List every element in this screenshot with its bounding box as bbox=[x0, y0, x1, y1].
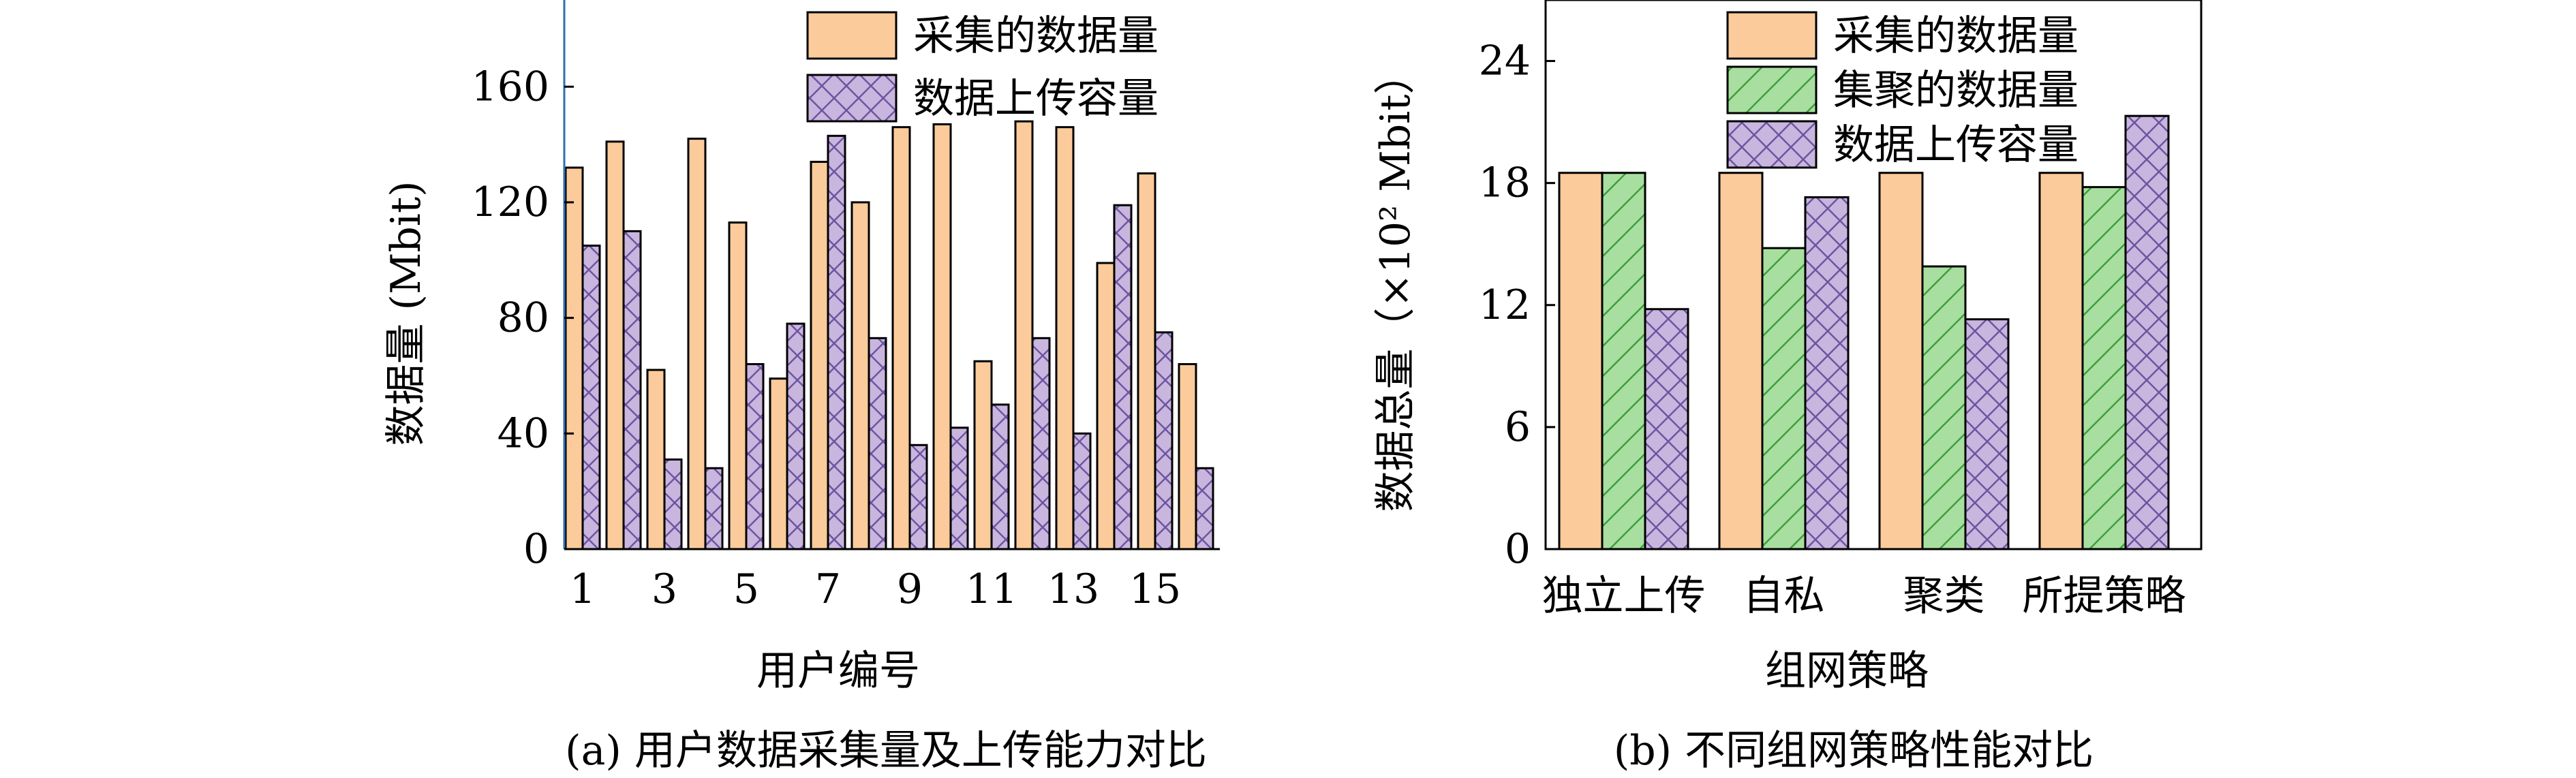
chart-b-ytick-label-12: 12 bbox=[1479, 281, 1531, 329]
chart-b-ytick-label-0: 0 bbox=[1505, 525, 1531, 573]
legend-b-label-aggregated: 集聚的数据量 bbox=[1833, 67, 2079, 114]
bar-a-collected-user-11 bbox=[973, 360, 993, 550]
chart-b-y-ticks: 0 6 12 18 24 bbox=[1479, 37, 1555, 573]
bar-a-uploaded-user-16 bbox=[1195, 467, 1214, 550]
bar-a-uploaded-user-14 bbox=[1113, 204, 1133, 550]
bar-b-collected-1 bbox=[1718, 172, 1764, 550]
bar-a-collected-user-14 bbox=[1096, 262, 1116, 550]
bar-a-uploaded-user-15 bbox=[1154, 331, 1174, 550]
bar-a-collected-user-7 bbox=[810, 161, 829, 550]
chart-a-ylabel: 数据量 (Mbit) bbox=[382, 181, 430, 446]
bar-a-uploaded-user-5 bbox=[745, 363, 765, 550]
chart-a-xtick-label-1: 1 bbox=[570, 565, 596, 613]
bar-b-aggregated-3 bbox=[2081, 186, 2127, 550]
bar-a-uploaded-user-6 bbox=[786, 322, 806, 550]
chart-b-x-ticks: 独立上传 自私 聚类 所提策略 bbox=[1542, 572, 2186, 620]
bar-a-collected-user-1 bbox=[564, 166, 584, 550]
bar-a-uploaded-user-7 bbox=[827, 134, 846, 550]
bar-a-collected-user-4 bbox=[687, 138, 707, 550]
bar-a-collected-user-2 bbox=[605, 140, 625, 550]
legend-b-label-uploaded: 数据上传容量 bbox=[1833, 121, 2079, 169]
chart-a-y-ticks: 0 40 80 120 160 bbox=[471, 63, 574, 573]
chart-b-ylabel: 数据总量（×10² Mbit） bbox=[1372, 54, 1420, 512]
bar-a-collected-user-15 bbox=[1137, 172, 1156, 550]
bar-a-collected-user-16 bbox=[1178, 363, 1197, 550]
bar-a-uploaded-user-1 bbox=[581, 245, 601, 550]
bar-a-collected-user-9 bbox=[891, 126, 911, 550]
legend-a-swatch-collected bbox=[806, 11, 898, 60]
bar-a-uploaded-user-8 bbox=[868, 337, 887, 550]
chart-b-xtick-label-2: 聚类 bbox=[1903, 572, 1985, 620]
chart-a-ytick-label-160: 160 bbox=[471, 63, 549, 110]
bar-a-collected-user-3 bbox=[646, 369, 666, 550]
bar-b-uploaded-0 bbox=[1644, 308, 1689, 550]
legend-a-label-collected: 采集的数据量 bbox=[913, 12, 1159, 60]
bar-b-uploaded-1 bbox=[1804, 196, 1850, 550]
chart-b-ytick-label-18: 18 bbox=[1479, 159, 1531, 207]
legend-b-label-collected: 采集的数据量 bbox=[1833, 12, 2079, 60]
legend-b-swatch-uploaded bbox=[1726, 120, 1818, 169]
chart-a-xtick-label-7: 7 bbox=[815, 565, 841, 613]
bar-a-uploaded-user-9 bbox=[908, 444, 928, 550]
bar-b-aggregated-2 bbox=[1921, 265, 1967, 550]
bar-b-collected-0 bbox=[1558, 172, 1604, 550]
chart-a-ytick-label-80: 80 bbox=[497, 294, 549, 342]
chart-b: 0 6 12 18 24 独立上传 自私 聚类 所提策略 数据总量（×10² Mbit） 组网… bbox=[1372, 0, 2203, 775]
chart-b-axes bbox=[1544, 0, 2203, 550]
bar-a-collected-user-10 bbox=[932, 123, 952, 550]
chart-a-ytick-label-40: 40 bbox=[497, 409, 549, 457]
legend-a-label-uploaded: 数据上传容量 bbox=[913, 75, 1159, 123]
bar-b-collected-2 bbox=[1878, 172, 1924, 550]
bar-b-aggregated-0 bbox=[1601, 172, 1646, 550]
bar-a-uploaded-user-3 bbox=[663, 458, 683, 550]
chart-a-x-ticks: 1 3 5 7 9 11 13 15 bbox=[570, 540, 1181, 613]
bar-a-collected-user-12 bbox=[1014, 120, 1034, 550]
chart-a-xtick-label-3: 3 bbox=[651, 565, 677, 613]
chart-a-xtick-label-15: 15 bbox=[1129, 565, 1181, 613]
bar-a-uploaded-user-11 bbox=[990, 403, 1010, 550]
bar-b-uploaded-2 bbox=[1964, 318, 2010, 550]
legend-a-swatch-uploaded bbox=[806, 74, 898, 123]
chart-b-xtick-label-1: 自私 bbox=[1743, 572, 1825, 620]
chart-a-ytick-label-120: 120 bbox=[471, 178, 549, 226]
bar-a-uploaded-user-10 bbox=[949, 426, 969, 550]
chart-b-xtick-label-0: 独立上传 bbox=[1542, 572, 1706, 620]
chart-a-bars bbox=[564, 120, 1214, 550]
bar-a-uploaded-user-2 bbox=[622, 230, 642, 550]
chart-a-xtick-label-11: 11 bbox=[966, 565, 1017, 613]
legend-b-swatch-collected bbox=[1726, 11, 1818, 60]
legend-b-swatch-aggregated bbox=[1726, 65, 1818, 114]
bar-a-uploaded-user-4 bbox=[704, 467, 724, 550]
bar-a-collected-user-6 bbox=[769, 377, 788, 550]
chart-a-ytick-label-0: 0 bbox=[523, 525, 549, 573]
bar-a-uploaded-user-13 bbox=[1072, 432, 1092, 550]
bar-b-collected-3 bbox=[2038, 172, 2084, 550]
chart-b-ytick-label-6: 6 bbox=[1505, 403, 1531, 451]
chart-a-caption: (a) 用户数据采集量及上传能力对比 bbox=[565, 727, 1207, 775]
bar-b-aggregated-1 bbox=[1761, 247, 1807, 550]
chart-a-xtick-label-5: 5 bbox=[733, 565, 759, 613]
chart-b-xtick-label-3: 所提策略 bbox=[2023, 572, 2186, 620]
chart-b-frame bbox=[1544, 0, 2203, 550]
chart-b-caption: (b) 不同组网策略性能对比 bbox=[1614, 727, 2094, 775]
chart-a-axes bbox=[563, 0, 1220, 550]
chart-a-xtick-label-9: 9 bbox=[897, 565, 923, 613]
chart-b-bars bbox=[1558, 114, 2170, 550]
bar-a-uploaded-user-12 bbox=[1031, 337, 1051, 550]
bar-b-uploaded-3 bbox=[2124, 114, 2170, 550]
chart-b-xlabel: 组网策略 bbox=[1765, 647, 1929, 695]
chart-a-xlabel: 用户编号 bbox=[756, 647, 920, 695]
bar-a-collected-user-8 bbox=[850, 201, 870, 550]
bar-a-collected-user-5 bbox=[728, 221, 748, 550]
bar-a-collected-user-13 bbox=[1055, 126, 1075, 550]
chart-b-ytick-label-24: 24 bbox=[1479, 37, 1531, 85]
chart-a-xtick-label-13: 13 bbox=[1047, 565, 1099, 613]
